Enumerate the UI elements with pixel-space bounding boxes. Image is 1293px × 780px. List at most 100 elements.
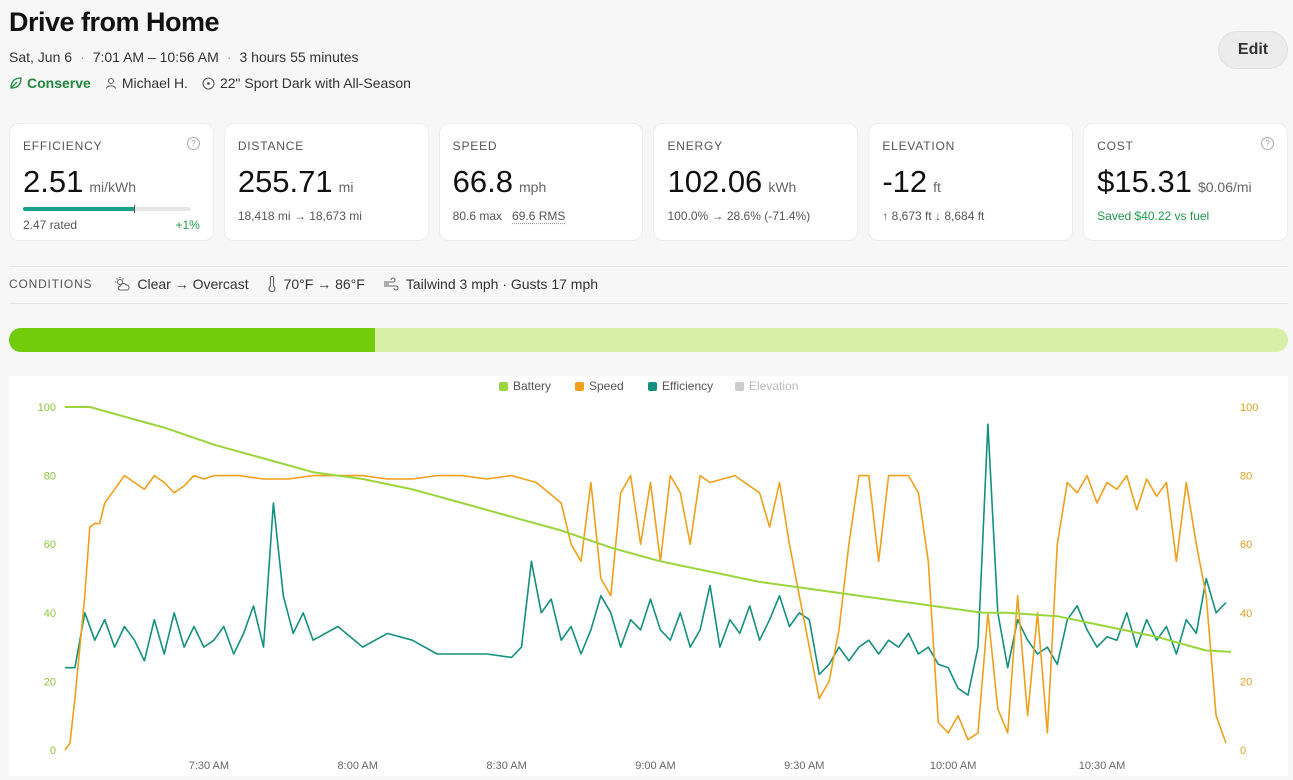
card-label: SPEED (452, 139, 498, 153)
drive-mode: Conserve (9, 75, 91, 91)
y-right-tick: 60 (1240, 539, 1252, 551)
y-right-tick: 80 (1240, 471, 1252, 483)
series-line-speed (64, 474, 1227, 751)
card-label: ENERGY (667, 139, 723, 153)
elevation-unit: ft (933, 179, 941, 195)
speed-rms[interactable]: 69.6 RMS (512, 209, 566, 223)
trip-chart-svg: Battery Speed Efficiency Elevation 0 20 40 60 8… (38, 379, 1259, 772)
x-tick: 9:00 AM (635, 760, 675, 772)
y-right-tick: 0 (1240, 745, 1246, 757)
trip-date: Sat, Jun 6 (9, 49, 73, 65)
wheel-icon (202, 76, 215, 90)
card-value: $15.31 $0.06/mi (1097, 164, 1252, 200)
y-right-tick: 100 (1240, 402, 1258, 414)
trip-time-range: 7:01 AM – 10:56 AM (92, 49, 219, 65)
wheels-label: 22" Sport Dark with All-Season (219, 75, 411, 91)
conditions-label: CONDITIONS (9, 277, 93, 291)
separator-dot: · (80, 49, 85, 65)
legend-swatch-elevation[interactable] (735, 382, 744, 391)
efficiency-progress-fill (23, 207, 135, 211)
trip-duration: 3 hours 55 minutes (239, 49, 359, 65)
legend-label-battery[interactable]: Battery (513, 379, 551, 393)
legend-label-efficiency[interactable]: Efficiency (662, 379, 713, 393)
legend-label-speed[interactable]: Speed (589, 379, 624, 393)
sky-condition: Clear → Overcast (114, 276, 249, 292)
chart-series (64, 406, 1232, 751)
drive-mode-label: Conserve (27, 75, 91, 91)
efficiency-unit: mi/kWh (89, 179, 137, 195)
edit-button[interactable]: Edit (1218, 31, 1288, 69)
efficiency-progress (23, 205, 191, 213)
help-icon[interactable]: ? (1260, 137, 1274, 150)
legend-label-elevation[interactable]: Elevation (749, 379, 798, 393)
wheels: 22" Sport Dark with All-Season (202, 75, 411, 91)
y-right-tick: 20 (1240, 676, 1252, 688)
x-tick: 8:00 AM (338, 760, 378, 772)
stat-cards: EFFICIENCY ? 2.51 mi/kWh 2.47 rated +1% D… (9, 123, 1288, 241)
cost-value: $15.31 (1097, 164, 1192, 199)
elevation-value: -12 (882, 164, 928, 199)
y-axis-left: 0 20 40 60 80 100 (38, 402, 56, 757)
y-left-tick: 0 (50, 745, 56, 757)
efficiency-card[interactable]: EFFICIENCY ? 2.51 mi/kWh 2.47 rated +1% (9, 123, 214, 241)
energy-value: 102.06 (667, 164, 763, 199)
series-line-battery (65, 406, 1232, 653)
odometer-range: 18,418 mi → 18,673 mi (237, 209, 362, 223)
rated-efficiency: 2.47 rated (23, 218, 78, 232)
leaf-icon (10, 77, 22, 89)
temperature-text: 70°F → 86°F (283, 276, 365, 292)
user-icon (105, 77, 116, 89)
legend-swatch-speed[interactable] (575, 382, 584, 391)
page-title: Drive from Home (9, 7, 220, 37)
distance-value: 255.71 (237, 164, 333, 199)
card-label: COST (1097, 139, 1134, 153)
x-axis: 7:30 AM 8:00 AM 8:30 AM 9:00 AM 9:30 AM 10:00… (189, 760, 1126, 772)
chart-legend: Battery Speed Efficiency Elevation (499, 379, 798, 393)
sky-text: Clear → Overcast (137, 276, 249, 292)
wind-icon (383, 277, 399, 291)
series-line-efficiency (65, 423, 1227, 696)
legend-swatch-efficiency[interactable] (648, 382, 657, 391)
x-tick: 7:30 AM (189, 760, 229, 772)
elevation-gain-loss: ↑ 8,673 ft ↓ 8,684 ft (882, 209, 985, 223)
card-label: ELEVATION (882, 139, 956, 153)
help-icon[interactable]: ? (186, 137, 200, 150)
energy-card[interactable]: ENERGY 102.06 kWh 100.0% → 28.6% (-71.4%) (653, 123, 859, 241)
cost-card[interactable]: COST ? $15.31 $0.06/mi Saved $40.22 vs fu… (1083, 123, 1288, 241)
y-left-tick: 20 (44, 676, 56, 688)
distance-unit: mi (338, 179, 354, 195)
card-value: 66.8 mph (453, 164, 547, 200)
distance-card[interactable]: DISTANCE 255.71 mi 18,418 mi → 18,673 mi (223, 123, 429, 241)
trip-meta: Conserve Michael H. 22" Sport Dark with … (9, 75, 1289, 91)
y-left-tick: 60 (44, 539, 56, 551)
elevation-card[interactable]: ELEVATION -12 ft ↑ 8,673 ft ↓ 8,684 ft (868, 123, 1074, 241)
battery-bar-fill (9, 328, 375, 352)
trip-chart: Battery Speed Efficiency Elevation 0 20 40 60 8… (9, 376, 1288, 776)
thermometer-icon (268, 276, 276, 292)
wind: Tailwind 3 mph · Gusts 17 mph (383, 276, 598, 292)
speed-value: 66.8 (452, 164, 513, 199)
legend-swatch-battery[interactable] (499, 382, 508, 391)
y-axis-right: 0 20 40 60 80 100 (1240, 402, 1258, 757)
conditions-row: CONDITIONS Clear → Overcast 70°F → 86°F … (9, 276, 1288, 292)
x-tick: 10:30 AM (1079, 760, 1125, 772)
separator-dot: · (226, 49, 232, 65)
speed-sub: 80.6 max 69.6 RMS (453, 209, 566, 223)
speed-max: 80.6 max (452, 209, 503, 223)
trip-header: Drive from Home Sat, Jun 6 · 7:01 AM – 1… (9, 4, 1289, 91)
card-value: 102.06 kWh (667, 164, 796, 200)
x-tick: 8:30 AM (486, 760, 526, 772)
card-label: EFFICIENCY (23, 139, 103, 153)
battery-change: 100.0% → 28.6% (-71.4%) (667, 209, 811, 223)
x-tick: 9:30 AM (784, 760, 824, 772)
driver-name: Michael H. (121, 75, 188, 91)
temperature: 70°F → 86°F (267, 276, 365, 292)
fuel-savings: Saved $40.22 vs fuel (1097, 209, 1210, 223)
partly-cloudy-icon (115, 277, 130, 291)
battery-bar (9, 328, 1288, 352)
y-left-tick: 40 (44, 608, 56, 620)
y-right-tick: 40 (1240, 608, 1252, 620)
speed-unit: mph (519, 179, 547, 195)
speed-card[interactable]: SPEED 66.8 mph 80.6 max 69.6 RMS (438, 123, 644, 241)
divider (9, 303, 1288, 304)
